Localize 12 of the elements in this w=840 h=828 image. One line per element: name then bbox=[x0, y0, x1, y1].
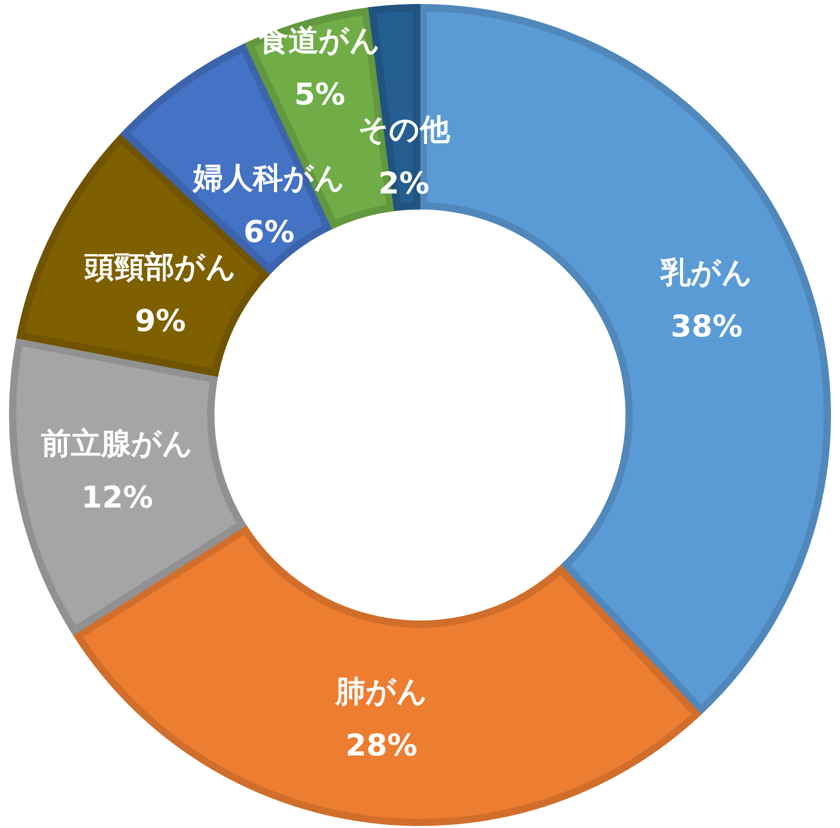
data-label: 38% bbox=[670, 309, 743, 344]
data-label: 28% bbox=[345, 728, 418, 764]
data-label: 6% bbox=[244, 214, 294, 250]
slice-label: 頭頸部がん bbox=[83, 250, 236, 285]
slice-label: 前立腺がん bbox=[41, 426, 194, 462]
data-label: 9% bbox=[134, 304, 186, 339]
data-label: 5% bbox=[294, 77, 346, 112]
data-label: 2% bbox=[378, 166, 430, 202]
slice-label: 肺がん bbox=[334, 674, 428, 710]
slice-label: 乳がん bbox=[660, 255, 753, 290]
slice-label: その他 bbox=[358, 112, 451, 148]
data-label: 12% bbox=[81, 480, 154, 516]
